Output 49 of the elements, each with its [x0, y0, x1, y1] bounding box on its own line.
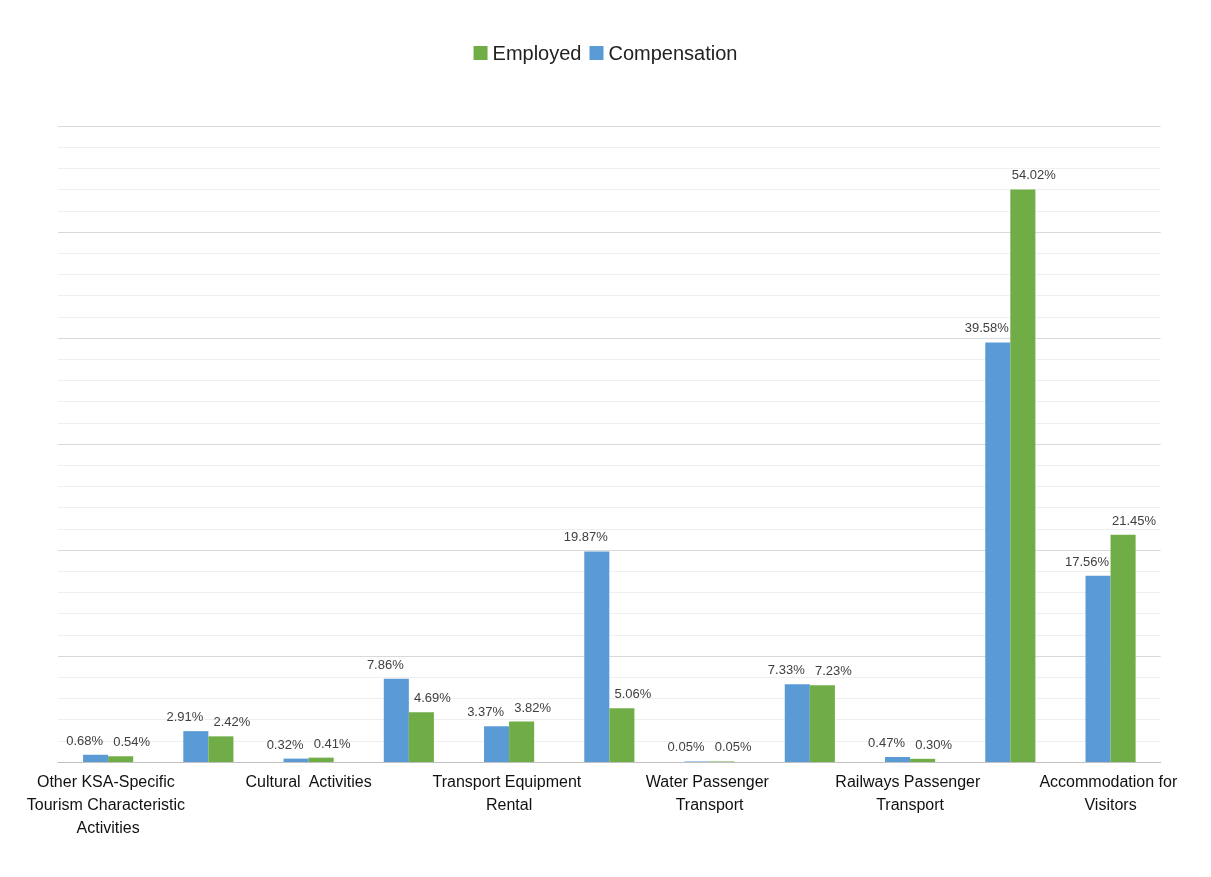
bar [208, 736, 234, 762]
data-label: 39.58% [964, 320, 1010, 336]
x-tick-label: Accommodation for Visitors [1039, 773, 1182, 813]
bar [383, 678, 409, 762]
bar [83, 754, 109, 762]
data-label: 0.32% [266, 736, 304, 752]
bar [809, 685, 835, 762]
bar [183, 731, 209, 762]
bar [509, 721, 535, 762]
bar [108, 756, 134, 762]
data-label: 5.06% [614, 686, 652, 702]
x-tick-label: Railways Passenger Transport [835, 773, 985, 813]
data-label: 54.02% [1011, 167, 1057, 183]
legend-label: Compensation [608, 42, 738, 64]
data-label: 19.87% [563, 529, 609, 545]
bar [1085, 575, 1111, 762]
data-label: 17.56% [1064, 553, 1110, 569]
bar [910, 758, 936, 762]
x-tick-label: Transport Equipment Rental [432, 773, 586, 813]
x-tick-label: Cultural Activities [245, 773, 372, 790]
data-label: 0.05% [667, 739, 705, 755]
bar [584, 551, 610, 762]
legend-label: Employed [492, 42, 582, 64]
data-label: 0.47% [868, 735, 906, 751]
data-label: 0.68% [66, 732, 104, 748]
data-label: 7.33% [767, 662, 806, 678]
data-label: 0.05% [714, 739, 752, 755]
bar [408, 712, 434, 762]
bar [308, 757, 334, 762]
data-label: 3.82% [514, 699, 552, 715]
bar [784, 684, 810, 762]
data-label: 4.69% [413, 690, 452, 706]
bar [985, 342, 1011, 762]
x-tick-label: Other KSA-Specific Tourism Characteristic Activities [26, 773, 190, 836]
data-label: 0.30% [915, 736, 953, 752]
x-tick-label: Water Passenger Transport [645, 773, 774, 813]
data-label: 2.91% [166, 709, 204, 725]
data-label: 7.23% [814, 663, 853, 679]
data-label: 21.45% [1112, 512, 1157, 528]
bar [484, 726, 510, 762]
data-label: 7.86% [366, 656, 405, 672]
data-label: 0.41% [313, 735, 351, 751]
bar [609, 708, 635, 762]
data-label: 2.42% [213, 714, 251, 730]
bar [1110, 534, 1136, 762]
bar [885, 757, 911, 762]
bar [1010, 189, 1036, 762]
data-label: 0.54% [113, 734, 151, 750]
data-label: 3.37% [467, 704, 505, 720]
